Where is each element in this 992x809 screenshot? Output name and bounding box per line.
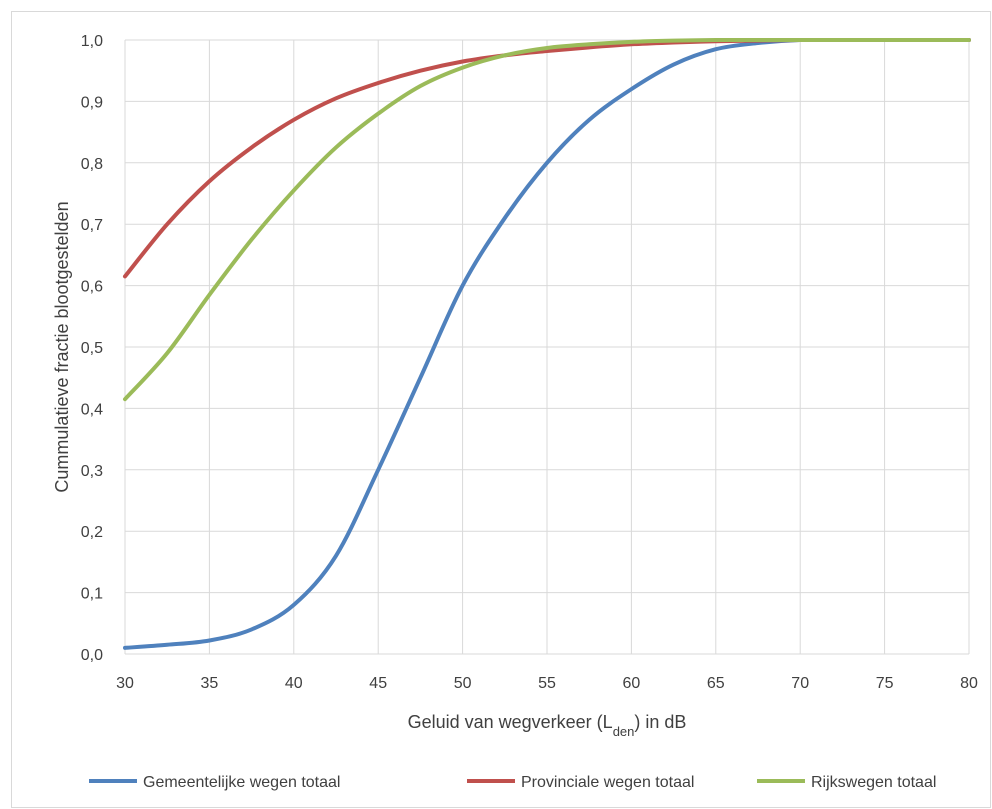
y-tick-label: 0,4 — [81, 401, 103, 418]
y-tick-label: 0,5 — [81, 340, 103, 357]
series-lines — [123, 38, 971, 650]
y-axis-title: Cummulatieve fractie blootgestelden — [52, 201, 72, 492]
y-tick-label: 0,6 — [81, 279, 103, 296]
y-tick-label: 0,7 — [81, 217, 103, 234]
y-tick-label: 0,0 — [81, 647, 103, 664]
x-tick-label: 70 — [791, 675, 809, 692]
x-tick-label: 30 — [116, 675, 134, 692]
series-line-3 — [123, 38, 971, 402]
y-tick-label: 0,1 — [81, 586, 103, 603]
x-tick-label: 35 — [201, 675, 219, 692]
x-tick-label: 45 — [369, 675, 387, 692]
y-tick-label: 0,9 — [81, 94, 103, 111]
legend-label: Rijkswegen totaal — [811, 774, 936, 791]
x-tick-label: 75 — [876, 675, 894, 692]
y-tick-label: 1,0 — [81, 33, 103, 50]
x-tick-label: 40 — [285, 675, 303, 692]
x-axis-title-suffix: ) in dB — [634, 712, 686, 732]
x-tick-label: 50 — [454, 675, 472, 692]
x-tick-label: 55 — [538, 675, 556, 692]
x-axis-title-main: Geluid van wegverkeer (L — [408, 712, 613, 732]
x-axis-title: Geluid van wegverkeer (Lden) in dB — [408, 712, 687, 739]
y-tick-label: 0,8 — [81, 156, 103, 173]
x-tick-label: 65 — [707, 675, 725, 692]
x-tick-labels: 30 35 40 45 50 55 60 65 70 75 80 — [116, 675, 978, 692]
y-tick-label: 0,3 — [81, 463, 103, 480]
legend-label: Gemeentelijke wegen totaal — [143, 774, 340, 791]
legend-label: Provinciale wegen totaal — [521, 774, 694, 791]
y-tick-labels: 0,0 0,1 0,2 0,3 0,4 0,5 0,6 0,7 0,8 0,9 1,0 — [81, 33, 103, 664]
chart-frame — [11, 11, 991, 808]
legend: Gemeentelijke wegen totaal Provinciale we… — [89, 774, 936, 791]
gridlines — [124, 39, 970, 655]
x-tick-label: 60 — [623, 675, 641, 692]
y-tick-label: 0,2 — [81, 524, 103, 541]
x-tick-label: 80 — [960, 675, 978, 692]
x-axis-title-subscript: den — [613, 724, 635, 739]
